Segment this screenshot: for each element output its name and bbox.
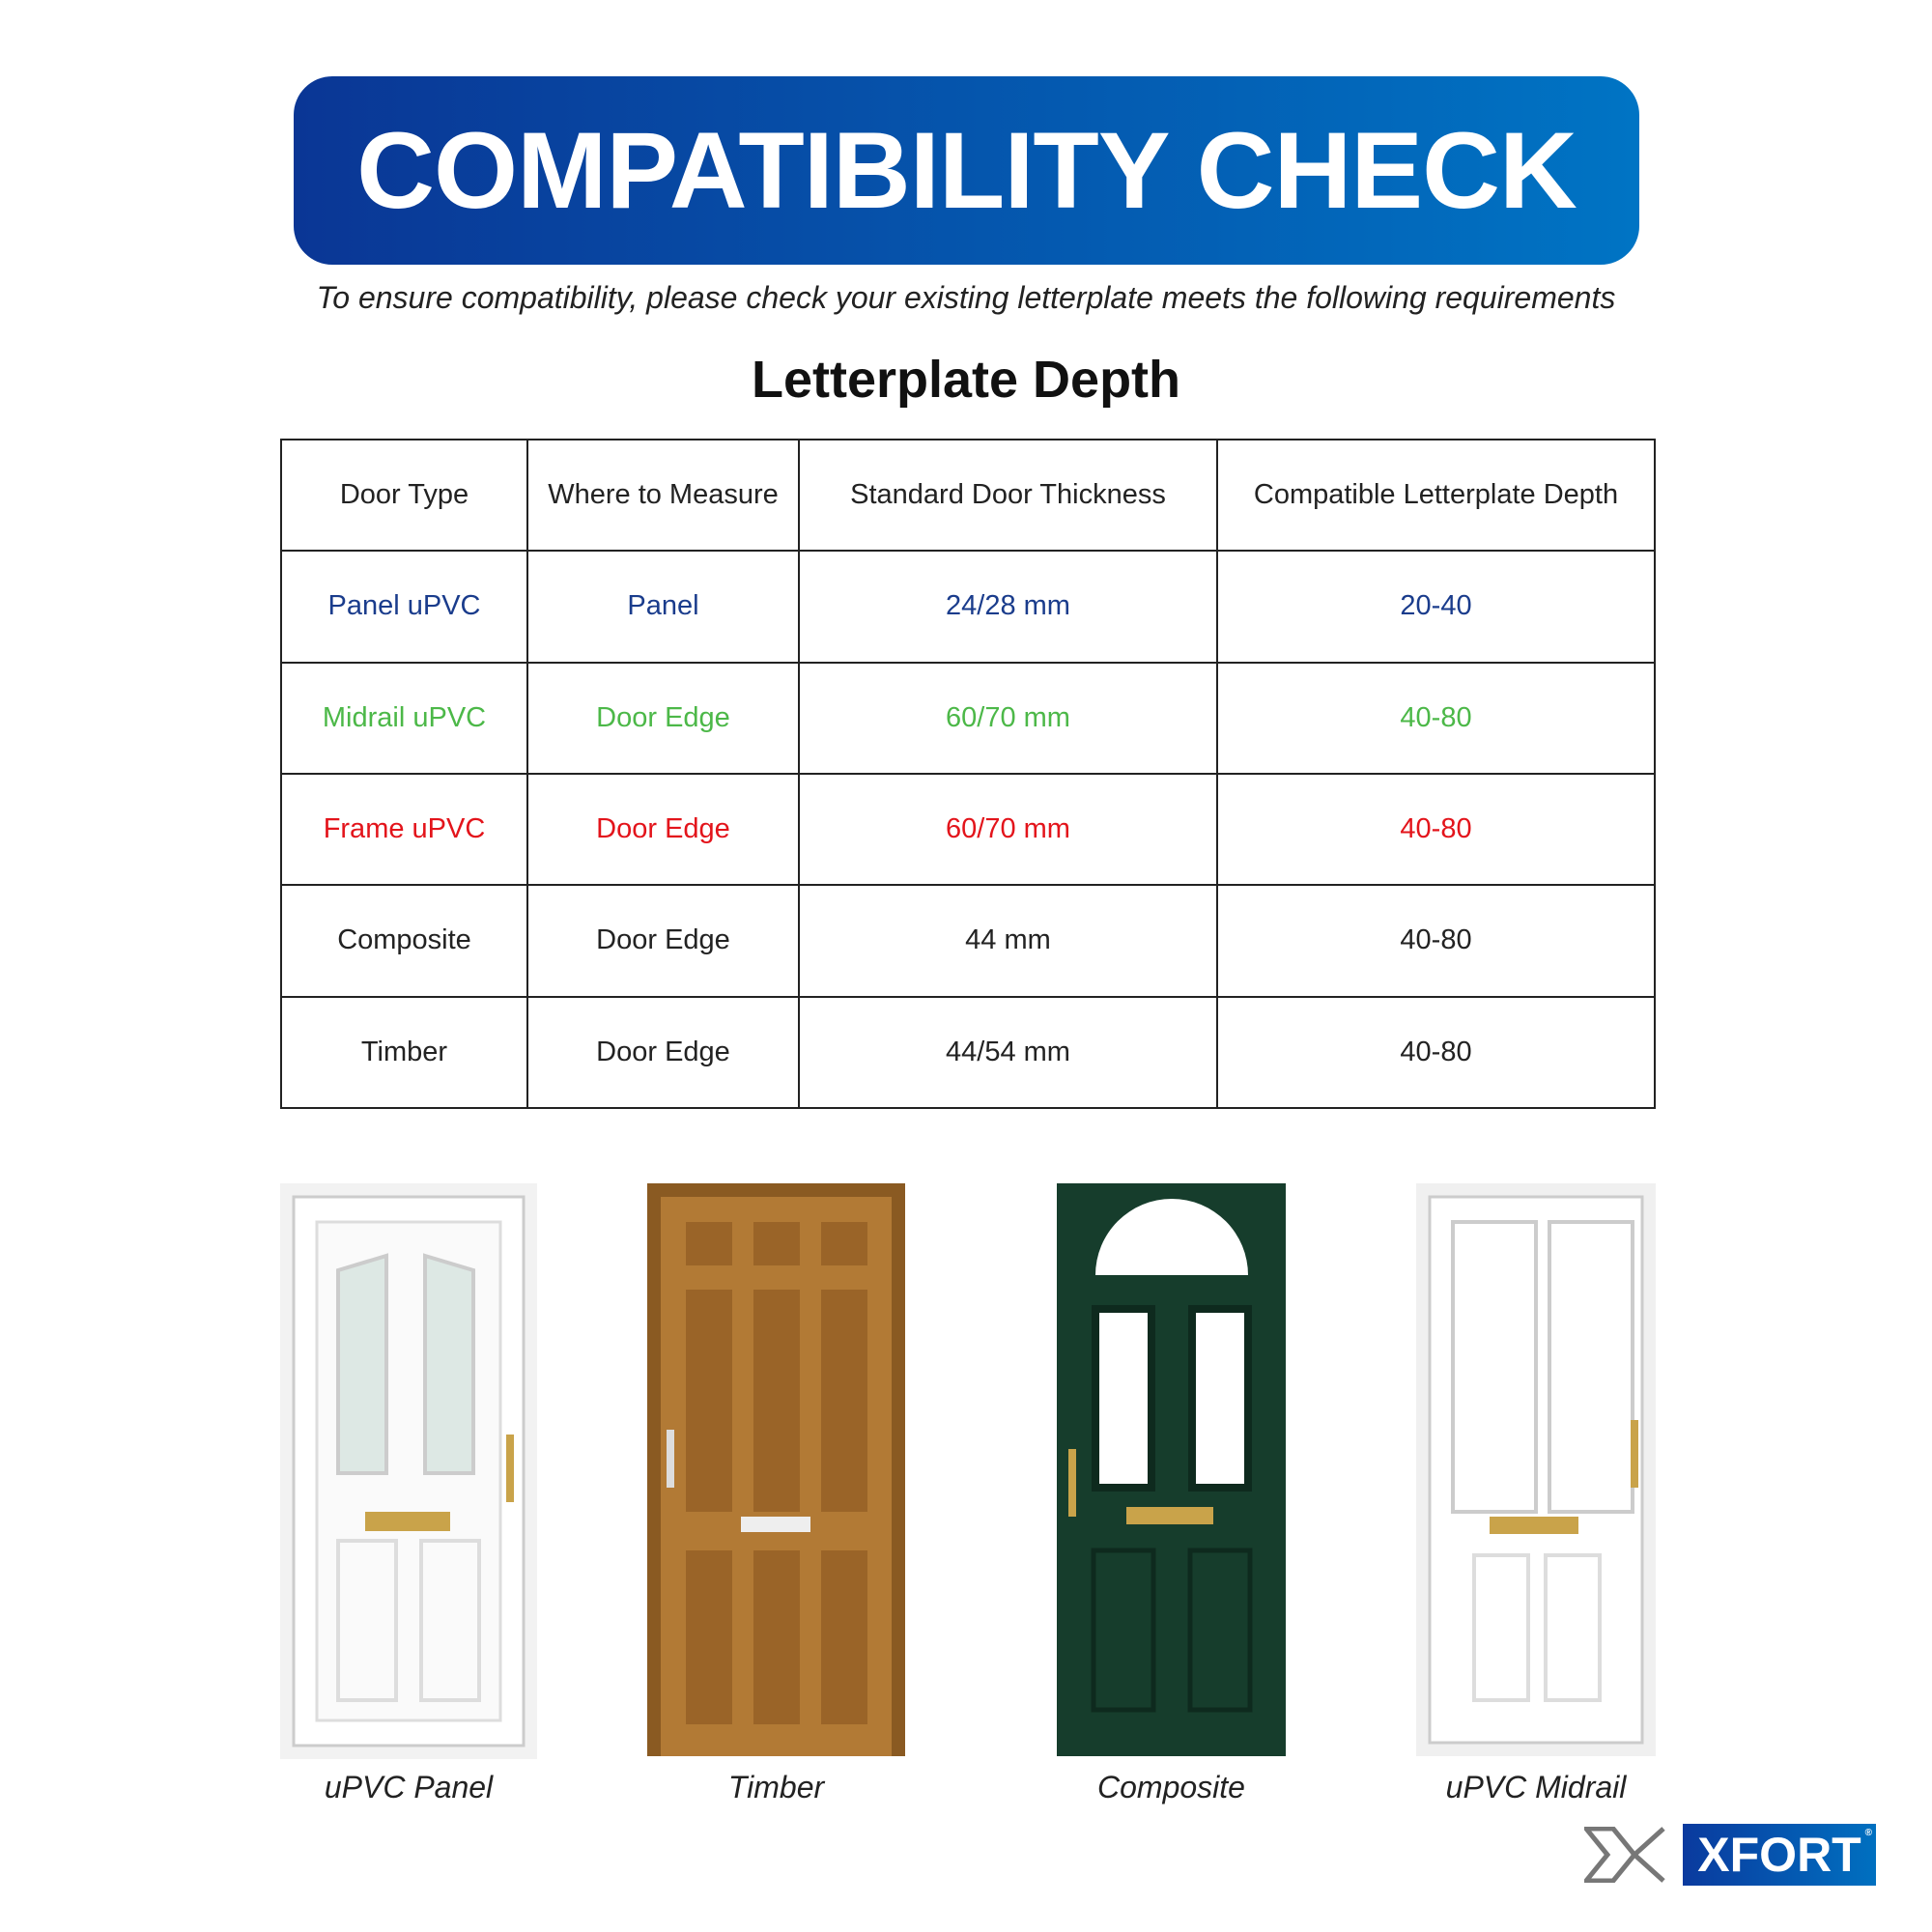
header-door-type: Door Type bbox=[280, 438, 528, 553]
door-image-upvc-panel bbox=[280, 1183, 537, 1759]
table-cell: Midrail uPVC bbox=[280, 661, 528, 775]
caption-composite: Composite bbox=[1097, 1770, 1245, 1804]
table-cell: Door Edge bbox=[526, 995, 800, 1110]
table-cell: Composite bbox=[280, 884, 528, 998]
logo-text: XFORT bbox=[1697, 1828, 1861, 1882]
table-cell: Panel bbox=[526, 550, 800, 664]
table-cell: 20-40 bbox=[1216, 550, 1656, 664]
table-cell: Door Edge bbox=[526, 884, 800, 998]
caption-timber: Timber bbox=[727, 1770, 825, 1804]
compatibility-table: Door Type Where to Measure Standard Door… bbox=[280, 438, 1656, 1110]
header-where: Where to Measure bbox=[526, 438, 800, 553]
table-cell: 44/54 mm bbox=[798, 995, 1218, 1110]
table-row: Midrail uPVC Door Edge 60/70 mm 40-80 bbox=[280, 661, 1656, 775]
subtitle: To ensure compatibility, please check yo… bbox=[316, 280, 1616, 315]
table-cell: 24/28 mm bbox=[798, 550, 1218, 664]
table-cell: Timber bbox=[280, 995, 528, 1110]
page-title: COMPATIBILITY CHECK bbox=[356, 110, 1577, 231]
table-cell: Door Edge bbox=[526, 772, 800, 887]
table-cell: 40-80 bbox=[1216, 661, 1656, 775]
table-row: Timber Door Edge 44/54 mm 40-80 bbox=[280, 995, 1656, 1110]
door-image-timber bbox=[647, 1183, 905, 1756]
caption-upvc-midrail: uPVC Midrail bbox=[1445, 1770, 1627, 1804]
table-cell: Frame uPVC bbox=[280, 772, 528, 887]
x-mark-icon bbox=[1584, 1827, 1665, 1883]
title-banner: COMPATIBILITY CHECK bbox=[294, 76, 1639, 265]
header-thickness: Standard Door Thickness bbox=[798, 438, 1218, 553]
registered-mark: ® bbox=[1864, 1828, 1872, 1838]
table-row: Panel uPVC Panel 24/28 mm 20-40 bbox=[280, 550, 1656, 664]
door-image-composite bbox=[1057, 1183, 1286, 1756]
table-cell: 44 mm bbox=[798, 884, 1218, 998]
table-cell: Panel uPVC bbox=[280, 550, 528, 664]
door-image-upvc-midrail bbox=[1416, 1183, 1656, 1756]
table-cell: Door Edge bbox=[526, 661, 800, 775]
header-depth: Compatible Letterplate Depth bbox=[1216, 438, 1656, 553]
table-cell: 60/70 mm bbox=[798, 772, 1218, 887]
table-cell: 60/70 mm bbox=[798, 661, 1218, 775]
table-cell: 40-80 bbox=[1216, 884, 1656, 998]
caption-upvc-panel: uPVC Panel bbox=[324, 1770, 494, 1804]
table-cell: 40-80 bbox=[1216, 995, 1656, 1110]
table-row: Composite Door Edge 44 mm 40-80 bbox=[280, 884, 1656, 998]
table-row: Frame uPVC Door Edge 60/70 mm 40-80 bbox=[280, 772, 1656, 887]
xfort-logo: XFORT ® bbox=[1584, 1824, 1876, 1886]
table-header-row: Door Type Where to Measure Standard Door… bbox=[280, 438, 1656, 553]
table-cell: 40-80 bbox=[1216, 772, 1656, 887]
section-title: Letterplate Depth bbox=[751, 351, 1181, 409]
